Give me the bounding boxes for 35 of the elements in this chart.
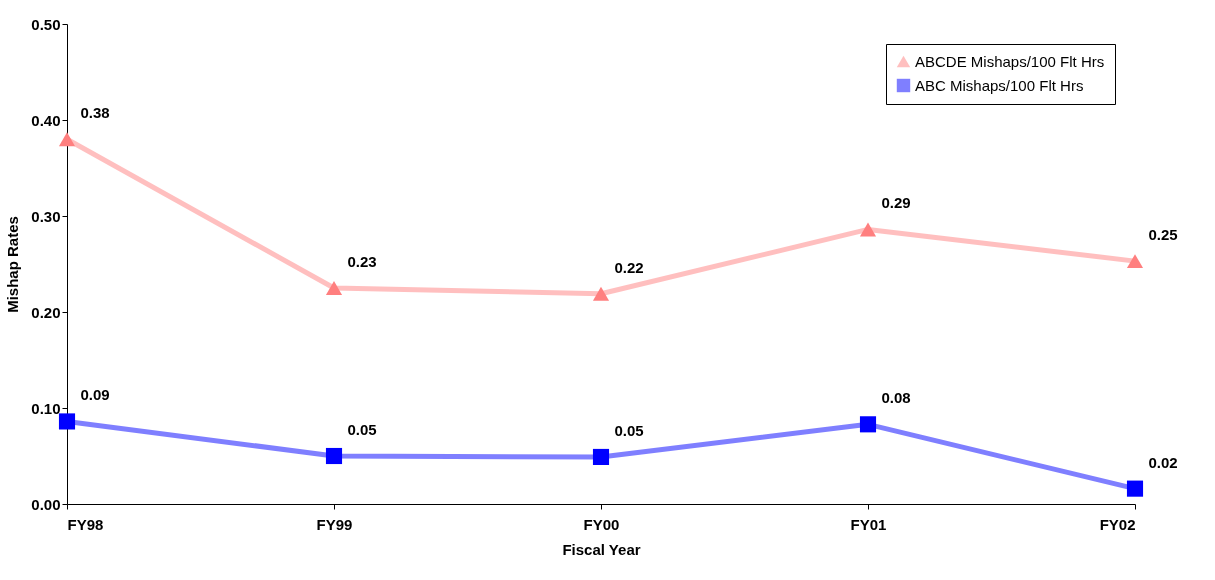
y-tick-label: 0.10 — [31, 399, 61, 417]
legend-label: ABCDE Mishaps/100 Flt Hrs — [915, 52, 1105, 70]
y-tick-label: 0.40 — [31, 111, 61, 129]
x-tick-label: FY02 — [1099, 515, 1136, 533]
y-tick-label: 0.20 — [31, 303, 61, 321]
y-tick-label: 0.30 — [31, 207, 61, 225]
x-axis-title: Fiscal Year — [562, 540, 641, 558]
point — [592, 286, 610, 301]
x-tick-label: FY00 — [583, 515, 620, 533]
x-tick-label: FY99 — [316, 515, 353, 533]
point — [592, 448, 610, 466]
point — [859, 222, 877, 237]
y-axis-title: Mishap Rates — [4, 216, 22, 313]
point — [1126, 254, 1144, 269]
point — [58, 413, 76, 430]
data-label: 0.05 — [614, 421, 644, 439]
data-label: 0.25 — [1148, 226, 1178, 244]
legend-label: ABC Mishaps/100 Flt Hrs — [915, 76, 1084, 94]
data-label: 0.05 — [347, 421, 377, 438]
y-tick-label: 0.50 — [31, 15, 61, 33]
y-tick-label: 0.00 — [31, 495, 61, 513]
data-label: 0.29 — [881, 194, 911, 212]
point — [859, 416, 877, 433]
data-label: 0.09 — [80, 386, 110, 404]
x-tick-label: FY01 — [850, 515, 887, 533]
point — [58, 132, 76, 147]
data-label: 0.23 — [347, 253, 377, 270]
data-label: 0.38 — [80, 104, 110, 122]
data-label: 0.02 — [1148, 453, 1178, 471]
data-label: 0.08 — [881, 389, 911, 407]
point — [325, 447, 343, 465]
point — [325, 281, 343, 295]
point — [1126, 480, 1144, 497]
data-label: 0.22 — [614, 258, 644, 276]
x-tick-label: FY98 — [67, 515, 104, 533]
